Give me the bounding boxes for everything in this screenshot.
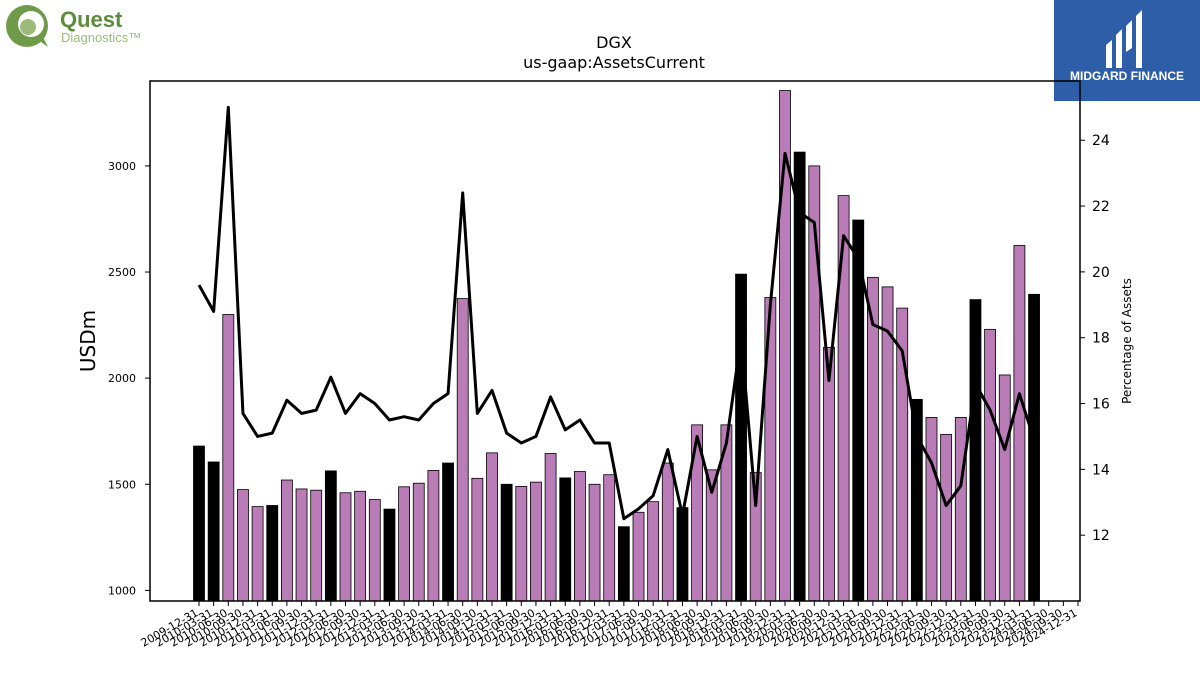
- bar: [984, 328, 996, 602]
- bar: [442, 462, 454, 602]
- bar: [207, 461, 220, 602]
- y-tick-label: 1500: [108, 478, 136, 491]
- bar: [295, 488, 308, 602]
- chart-title: DGX: [596, 33, 632, 52]
- bar: [456, 298, 469, 602]
- bar: [925, 417, 938, 602]
- percentage-line: [197, 105, 1036, 521]
- y2-tick-label: 18: [1092, 331, 1110, 347]
- bar: [398, 486, 411, 602]
- bar: [354, 490, 367, 602]
- x-axis: 2009-12-312010-03-312010-06-302010-09-30…: [139, 601, 1080, 650]
- bar: [998, 374, 1011, 602]
- bar-series: [193, 90, 1040, 602]
- bar: [266, 505, 279, 602]
- bar: [339, 492, 352, 602]
- bar: [837, 195, 850, 602]
- bar: [251, 506, 264, 602]
- bar: [793, 151, 806, 602]
- bar: [574, 471, 586, 602]
- percentage-line-series: [197, 105, 1036, 521]
- y2-tick-label: 16: [1092, 397, 1110, 413]
- bar: [500, 483, 513, 602]
- bar: [559, 477, 572, 602]
- bar: [632, 511, 645, 602]
- chart-subtitle: us-gaap:AssetsCurrent: [523, 53, 705, 72]
- y2-tick-label: 20: [1092, 265, 1110, 281]
- right-y-axis: 12 14 16 18 20 22 24: [1080, 133, 1110, 544]
- plot-frame: [149, 80, 1081, 602]
- quest-logo-word: Quest: [60, 7, 123, 32]
- bar: [515, 485, 528, 602]
- left-y-axis: 1000 1500 2000 2500 3000: [108, 160, 150, 597]
- bar: [603, 474, 616, 602]
- bar: [954, 417, 967, 602]
- bar: [544, 453, 557, 602]
- bar: [237, 489, 249, 602]
- y2-tick-label: 22: [1092, 199, 1110, 215]
- y-tick-label: 3000: [108, 160, 136, 173]
- y-tick-label: 2500: [108, 266, 136, 279]
- bar: [823, 346, 835, 602]
- bar: [647, 501, 660, 602]
- y2-tick-label: 24: [1092, 133, 1110, 149]
- quest-diagnostics-logo: Quest Diagnostics™: [4, 3, 164, 51]
- bar: [486, 452, 498, 602]
- bar: [588, 483, 601, 602]
- y2-tick-label: 14: [1092, 462, 1110, 478]
- quest-logo-subword: Diagnostics™: [61, 30, 141, 45]
- bar: [368, 499, 381, 602]
- y2-axis-label: Percentage of Assets: [1120, 278, 1134, 404]
- bar: [735, 273, 747, 602]
- midgard-logo-text: MIDGARD FINANCE: [1070, 69, 1184, 83]
- bar: [530, 481, 542, 602]
- midgard-finance-logo: MIDGARD FINANCE: [1054, 0, 1200, 101]
- y-tick-label: 2000: [108, 372, 136, 385]
- y2-tick-label: 12: [1092, 528, 1110, 544]
- bar: [193, 445, 205, 602]
- bar: [280, 479, 293, 602]
- bar: [1013, 245, 1026, 602]
- bar: [676, 507, 689, 602]
- bar: [427, 470, 440, 602]
- bar: [661, 462, 674, 602]
- bar: [471, 477, 484, 602]
- bar: [940, 433, 953, 602]
- bar: [222, 314, 235, 602]
- y-tick-label: 1000: [108, 584, 136, 597]
- bar: [412, 482, 425, 602]
- y-axis-label: USDm: [76, 310, 100, 372]
- bar: [324, 470, 337, 602]
- bar: [310, 489, 323, 602]
- midgard-mark-icon: [1106, 10, 1142, 68]
- bar: [617, 526, 630, 602]
- bar: [1028, 293, 1040, 602]
- bar: [383, 508, 396, 602]
- bar: [969, 299, 982, 602]
